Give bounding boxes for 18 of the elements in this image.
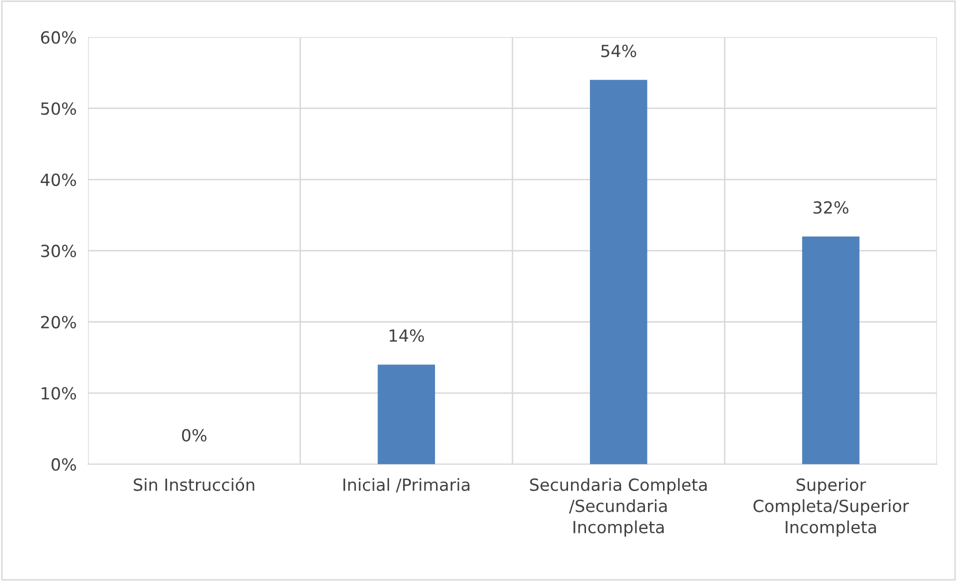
bar <box>590 80 648 464</box>
y-tick-label: 40% <box>40 173 76 186</box>
y-tick-label: 10% <box>42 387 76 400</box>
x-tick-label: Secundaria Completa /Secundaria Incompleta <box>530 478 707 537</box>
x-tick-label: Sin Instrucción <box>134 477 254 492</box>
y-tick-label: 0% <box>52 458 76 471</box>
bar <box>802 236 860 464</box>
y-tick-label: 30% <box>41 244 76 258</box>
data-label: 32% <box>814 201 848 214</box>
y-tick-label: 60% <box>41 31 76 44</box>
y-tick-label: 20% <box>41 316 76 328</box>
data-label: 54% <box>601 44 636 58</box>
data-label: 0% <box>182 428 206 442</box>
x-tick-label: Superior Completa/Superior Incompleta <box>754 478 909 537</box>
data-label: 14% <box>390 329 424 342</box>
y-tick-label: 50% <box>41 102 76 115</box>
x-tick-label: Inicial /Primaria <box>343 478 470 492</box>
bar <box>378 364 436 464</box>
